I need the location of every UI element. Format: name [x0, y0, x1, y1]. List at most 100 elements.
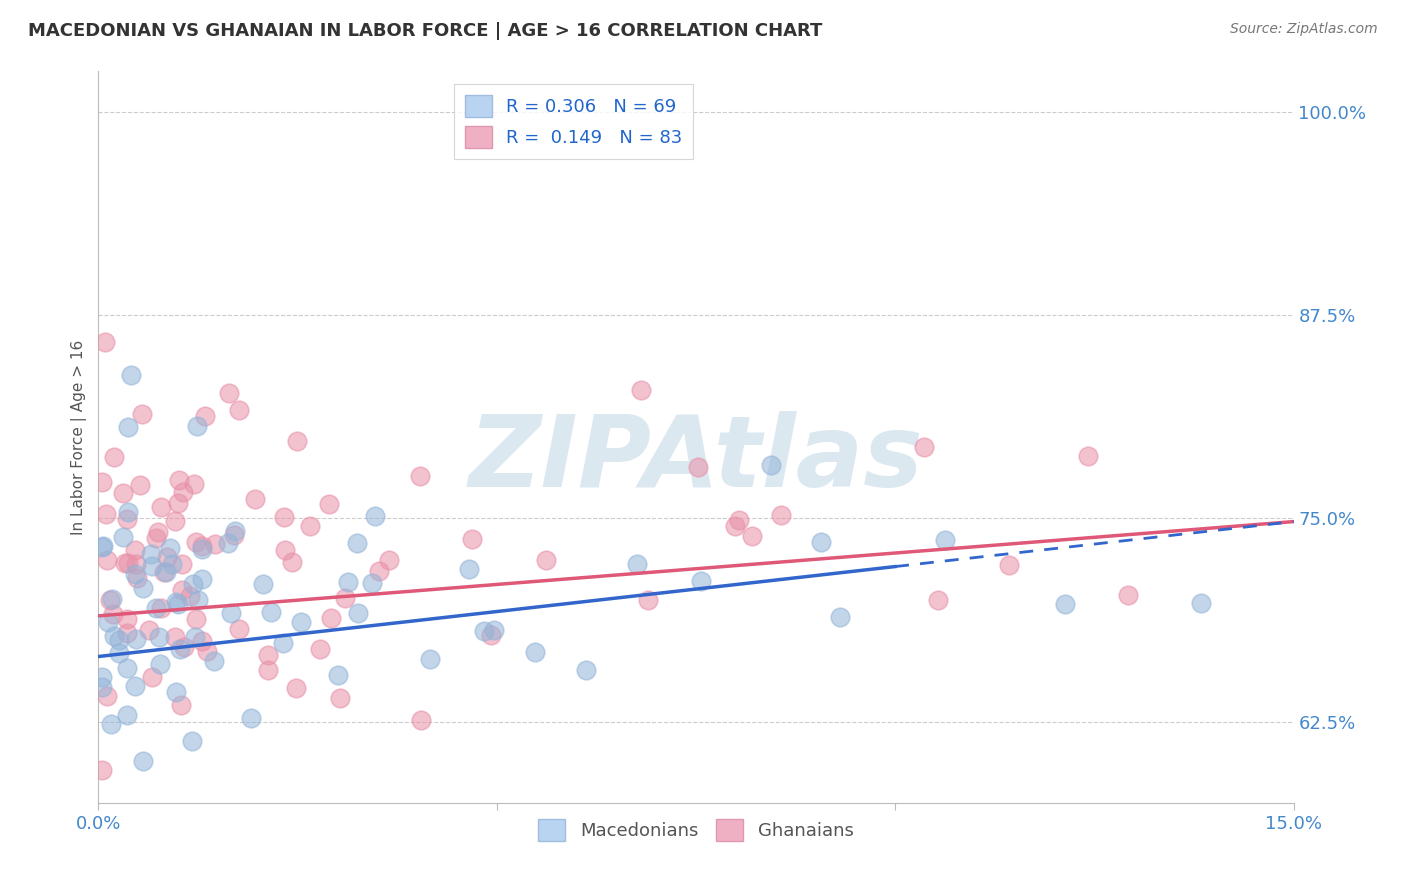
Point	[96, 690, 118, 704]
Point	[1189, 596, 1212, 610]
Point	[333, 591, 356, 605]
Point	[166, 496, 188, 510]
Point	[183, 476, 205, 491]
Point	[309, 641, 332, 656]
Point	[328, 667, 350, 681]
Point	[195, 643, 218, 657]
Point	[149, 657, 172, 672]
Point	[169, 642, 191, 657]
Point	[318, 497, 340, 511]
Point	[124, 679, 146, 693]
Point	[934, 533, 956, 547]
Point	[409, 468, 432, 483]
Point	[221, 606, 243, 620]
Point	[131, 407, 153, 421]
Point	[114, 556, 136, 570]
Point	[368, 564, 391, 578]
Point	[117, 420, 139, 434]
Point	[724, 518, 747, 533]
Point	[165, 685, 187, 699]
Point	[329, 690, 352, 705]
Point	[124, 542, 146, 557]
Point	[337, 575, 360, 590]
Point	[281, 555, 304, 569]
Point	[575, 664, 598, 678]
Point	[1053, 597, 1076, 611]
Point	[184, 612, 207, 626]
Point	[252, 577, 274, 591]
Point	[145, 601, 167, 615]
Point	[347, 606, 370, 620]
Point	[299, 519, 322, 533]
Point	[124, 632, 146, 646]
Point	[690, 574, 713, 589]
Point	[997, 558, 1019, 573]
Point	[125, 558, 148, 572]
Point	[346, 536, 368, 550]
Point	[1116, 588, 1139, 602]
Point	[810, 534, 832, 549]
Point	[169, 698, 191, 712]
Point	[364, 508, 387, 523]
Point	[156, 550, 179, 565]
Point	[461, 532, 484, 546]
Point	[117, 556, 139, 570]
Point	[97, 615, 120, 629]
Point	[159, 541, 181, 555]
Point	[107, 646, 129, 660]
Point	[100, 592, 122, 607]
Point	[170, 557, 193, 571]
Point	[115, 661, 138, 675]
Point	[94, 507, 117, 521]
Point	[186, 593, 208, 607]
Point	[186, 419, 208, 434]
Point	[419, 651, 441, 665]
Point	[243, 492, 266, 507]
Point	[686, 460, 709, 475]
Point	[117, 512, 139, 526]
Point	[184, 630, 207, 644]
Point	[271, 635, 294, 649]
Point	[125, 571, 148, 585]
Point	[93, 539, 115, 553]
Text: Source: ZipAtlas.com: Source: ZipAtlas.com	[1230, 22, 1378, 37]
Point	[101, 607, 124, 621]
Point	[141, 669, 163, 683]
Point	[626, 557, 648, 571]
Y-axis label: In Labor Force | Age > 16: In Labor Force | Age > 16	[72, 340, 87, 534]
Point	[927, 592, 949, 607]
Point	[457, 561, 479, 575]
Point	[167, 473, 190, 487]
Point	[165, 595, 187, 609]
Text: MACEDONIAN VS GHANAIAN IN LABOR FORCE | AGE > 16 CORRELATION CHART: MACEDONIAN VS GHANAIAN IN LABOR FORCE | …	[28, 22, 823, 40]
Point	[167, 598, 190, 612]
Point	[124, 566, 146, 581]
Point	[103, 450, 125, 464]
Point	[141, 559, 163, 574]
Point	[224, 524, 246, 538]
Point	[360, 576, 382, 591]
Point	[759, 458, 782, 472]
Point	[139, 547, 162, 561]
Point	[1077, 450, 1099, 464]
Point	[180, 734, 202, 748]
Point	[155, 565, 177, 579]
Point	[145, 531, 167, 545]
Point	[132, 581, 155, 595]
Point	[117, 505, 139, 519]
Point	[285, 434, 308, 448]
Point	[146, 524, 169, 539]
Point	[481, 628, 503, 642]
Point	[409, 714, 432, 728]
Point	[484, 623, 506, 637]
Point	[274, 543, 297, 558]
Point	[132, 754, 155, 768]
Point	[257, 648, 280, 663]
Point	[117, 707, 139, 722]
Point	[184, 535, 207, 549]
Point	[150, 500, 173, 514]
Point	[290, 615, 312, 630]
Point	[534, 553, 557, 567]
Point	[173, 640, 195, 655]
Point	[769, 508, 792, 523]
